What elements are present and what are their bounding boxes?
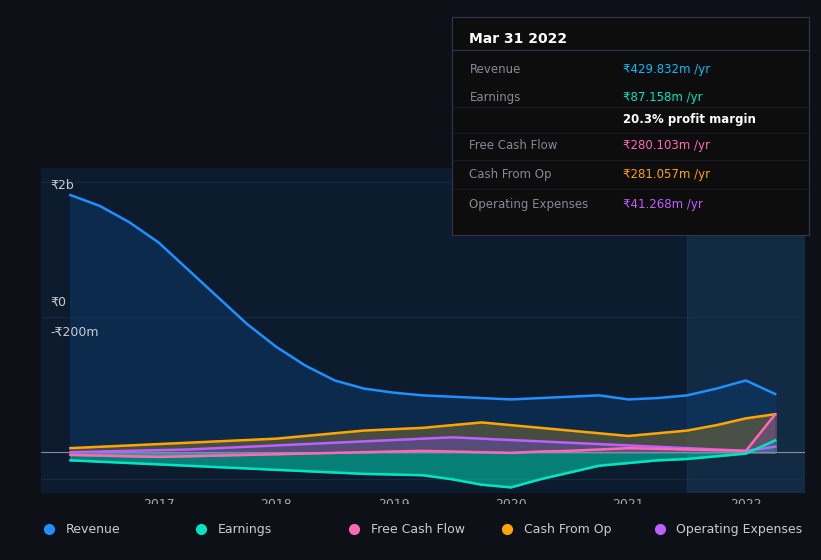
Text: -₹200m: -₹200m [50, 325, 99, 339]
Text: 20.3% profit margin: 20.3% profit margin [623, 113, 756, 126]
Text: ₹2b: ₹2b [50, 179, 74, 193]
Text: Revenue: Revenue [66, 522, 120, 536]
Text: Operating Expenses: Operating Expenses [470, 198, 589, 211]
Text: ₹281.057m /yr: ₹281.057m /yr [623, 167, 710, 180]
Text: ₹280.103m /yr: ₹280.103m /yr [623, 139, 710, 152]
Text: Earnings: Earnings [218, 522, 273, 536]
Text: ₹87.158m /yr: ₹87.158m /yr [623, 91, 703, 104]
Text: ₹429.832m /yr: ₹429.832m /yr [623, 63, 710, 76]
Text: Free Cash Flow: Free Cash Flow [371, 522, 465, 536]
Text: Revenue: Revenue [470, 63, 521, 76]
Text: Cash From Op: Cash From Op [470, 167, 552, 180]
Text: Free Cash Flow: Free Cash Flow [470, 139, 557, 152]
Text: Mar 31 2022: Mar 31 2022 [470, 32, 567, 46]
Text: Earnings: Earnings [470, 91, 521, 104]
Text: ₹41.268m /yr: ₹41.268m /yr [623, 198, 703, 211]
Text: Cash From Op: Cash From Op [524, 522, 611, 536]
Bar [687, 168, 805, 493]
Text: ₹0: ₹0 [50, 296, 67, 309]
Text: Operating Expenses: Operating Expenses [677, 522, 802, 536]
